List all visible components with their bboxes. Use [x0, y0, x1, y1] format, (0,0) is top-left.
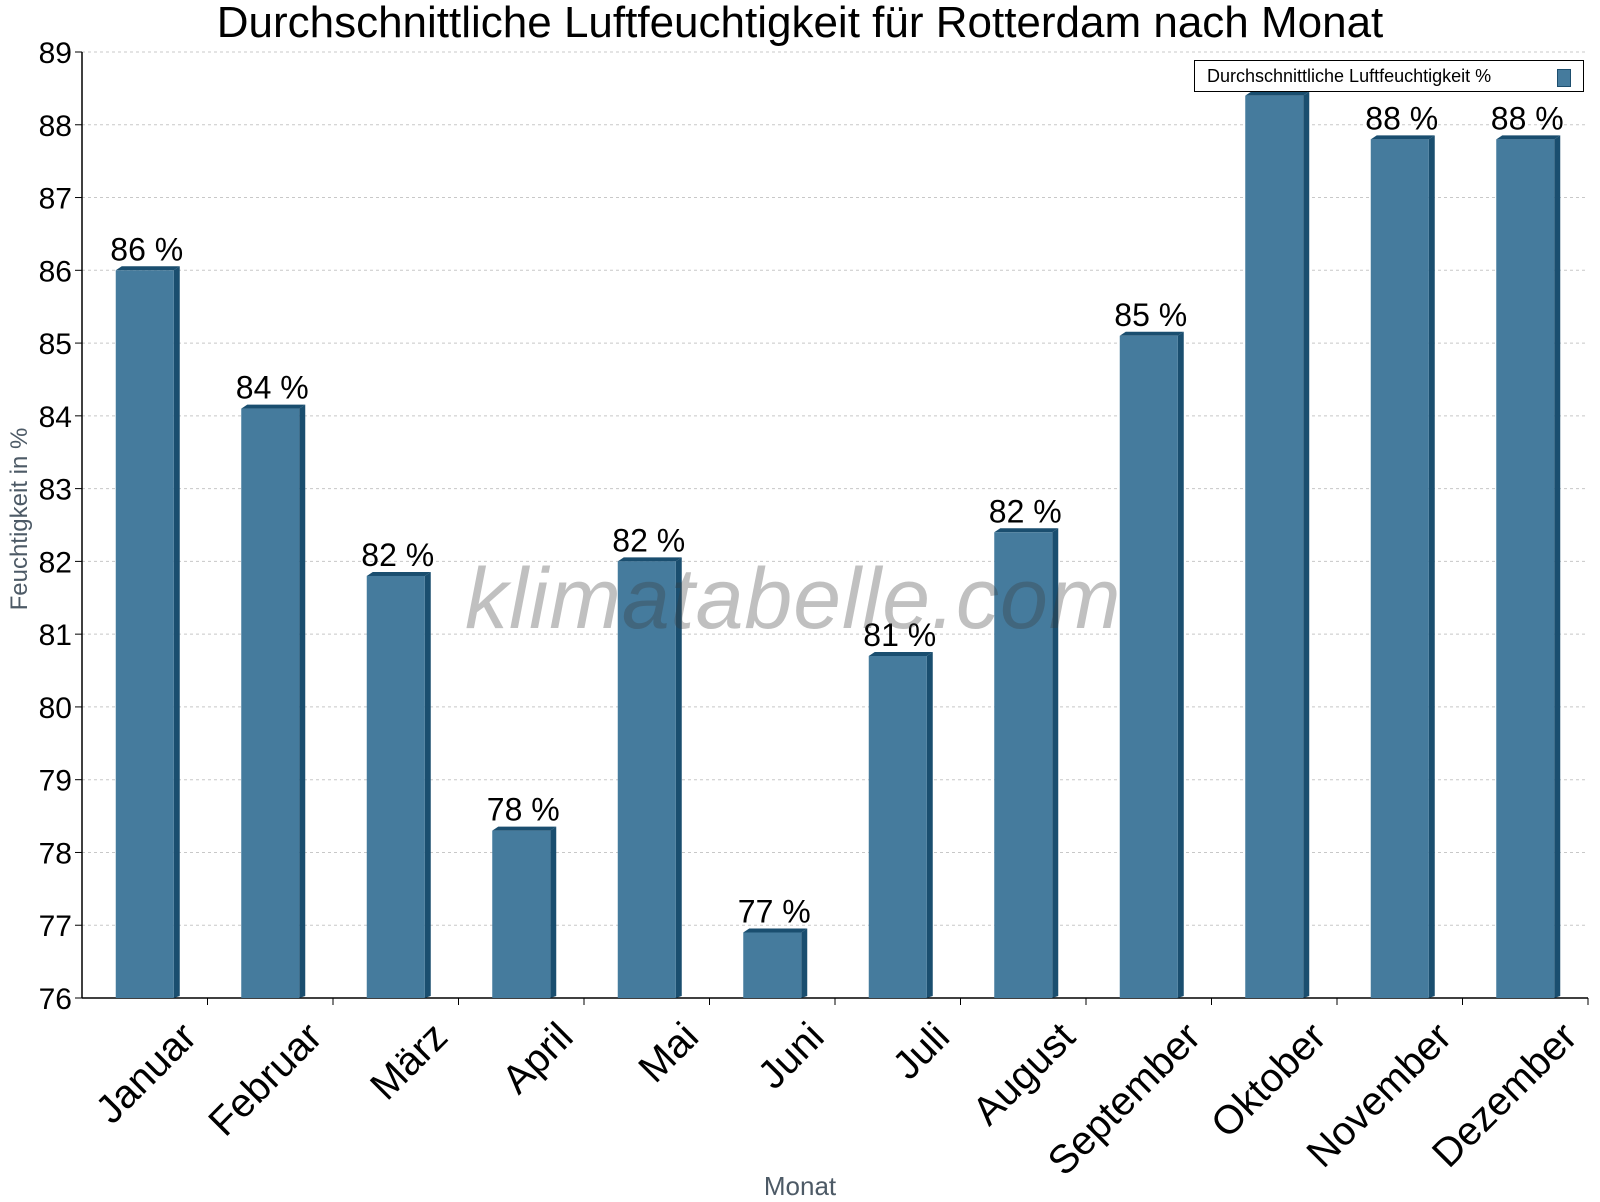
- bar-top: [617, 557, 682, 562]
- bar-side: [1303, 91, 1310, 998]
- bar-side: [424, 571, 431, 998]
- x-tick-label: Oktober: [1203, 1014, 1335, 1146]
- chart-title: Durchschnittliche Luftfeuchtigkeit für R…: [216, 0, 1384, 47]
- bar: [743, 932, 802, 998]
- x-tick-label: August: [964, 1014, 1083, 1133]
- y-tick-label: 89: [39, 37, 72, 70]
- bar-top: [1496, 135, 1561, 140]
- legend-swatch: [1557, 69, 1571, 87]
- data-label: 85 %: [1114, 297, 1187, 333]
- legend: Durchschnittliche Luftfeuchtigkeit %: [1194, 60, 1584, 92]
- data-label: 88 %: [1491, 100, 1564, 136]
- x-tick-label: April: [494, 1014, 582, 1102]
- bar-top: [241, 404, 306, 409]
- data-label: 82 %: [612, 522, 685, 558]
- y-tick-label: 79: [39, 765, 72, 798]
- x-tick-label: Juli: [885, 1014, 959, 1088]
- bar-side: [1052, 528, 1059, 998]
- watermark: klimatabelle.com: [465, 551, 1122, 647]
- bar-side: [1177, 331, 1184, 998]
- bar-top: [1245, 91, 1310, 96]
- bar-side: [1554, 135, 1561, 999]
- bar-top: [115, 266, 180, 271]
- y-tick-label: 86: [39, 255, 72, 288]
- data-label: 82 %: [361, 537, 434, 573]
- x-tick-label: Mai: [630, 1014, 707, 1091]
- y-tick-label: 85: [39, 328, 72, 361]
- bar-side: [801, 928, 808, 998]
- bar-top: [994, 528, 1059, 533]
- x-axis-title: Monat: [763, 1171, 837, 1201]
- data-label: 78 %: [487, 792, 560, 828]
- y-tick-label: 76: [39, 983, 72, 1016]
- y-tick-label: 83: [39, 474, 72, 507]
- bar-side: [550, 826, 557, 998]
- bar: [115, 270, 174, 998]
- bar-side: [1428, 135, 1435, 999]
- bar: [1496, 139, 1555, 999]
- bar-top: [868, 651, 933, 656]
- y-tick-label: 78: [39, 837, 72, 870]
- x-tick-label: Juni: [750, 1014, 833, 1097]
- bar-top: [492, 826, 557, 831]
- bar: [1370, 139, 1429, 999]
- y-tick-label: 87: [39, 183, 72, 216]
- bar-top: [1370, 135, 1435, 140]
- data-label: 82 %: [989, 493, 1062, 529]
- bar-top: [366, 571, 431, 576]
- y-tick-label: 80: [39, 692, 72, 725]
- legend-label: Durchschnittliche Luftfeuchtigkeit %: [1207, 66, 1492, 86]
- bar-top: [743, 928, 808, 933]
- bar: [868, 655, 927, 998]
- y-tick-label: 77: [39, 910, 72, 943]
- x-tick-label: März: [362, 1014, 456, 1108]
- bar-top: [1119, 331, 1184, 336]
- bar: [241, 408, 300, 999]
- bar: [366, 575, 425, 998]
- bar-side: [299, 404, 306, 999]
- y-tick-label: 81: [39, 619, 72, 652]
- x-tick-label: Januar: [87, 1014, 205, 1132]
- x-tick-label: Februar: [200, 1014, 330, 1144]
- y-tick-label: 82: [39, 546, 72, 579]
- bar: [1119, 335, 1178, 998]
- data-label: 77 %: [738, 894, 811, 930]
- bar: [994, 532, 1053, 998]
- data-label: 84 %: [236, 370, 309, 406]
- data-label: 86 %: [110, 231, 183, 267]
- bar: [1245, 95, 1304, 998]
- y-tick-label: 84: [39, 401, 72, 434]
- bar: [492, 830, 551, 998]
- bar-side: [926, 651, 933, 998]
- bar-side: [675, 557, 682, 998]
- data-label: 81 %: [863, 617, 936, 653]
- bar: [617, 561, 676, 998]
- y-tick-label: 88: [39, 110, 72, 143]
- bar-side: [173, 266, 180, 998]
- data-label: 88 %: [1365, 100, 1438, 136]
